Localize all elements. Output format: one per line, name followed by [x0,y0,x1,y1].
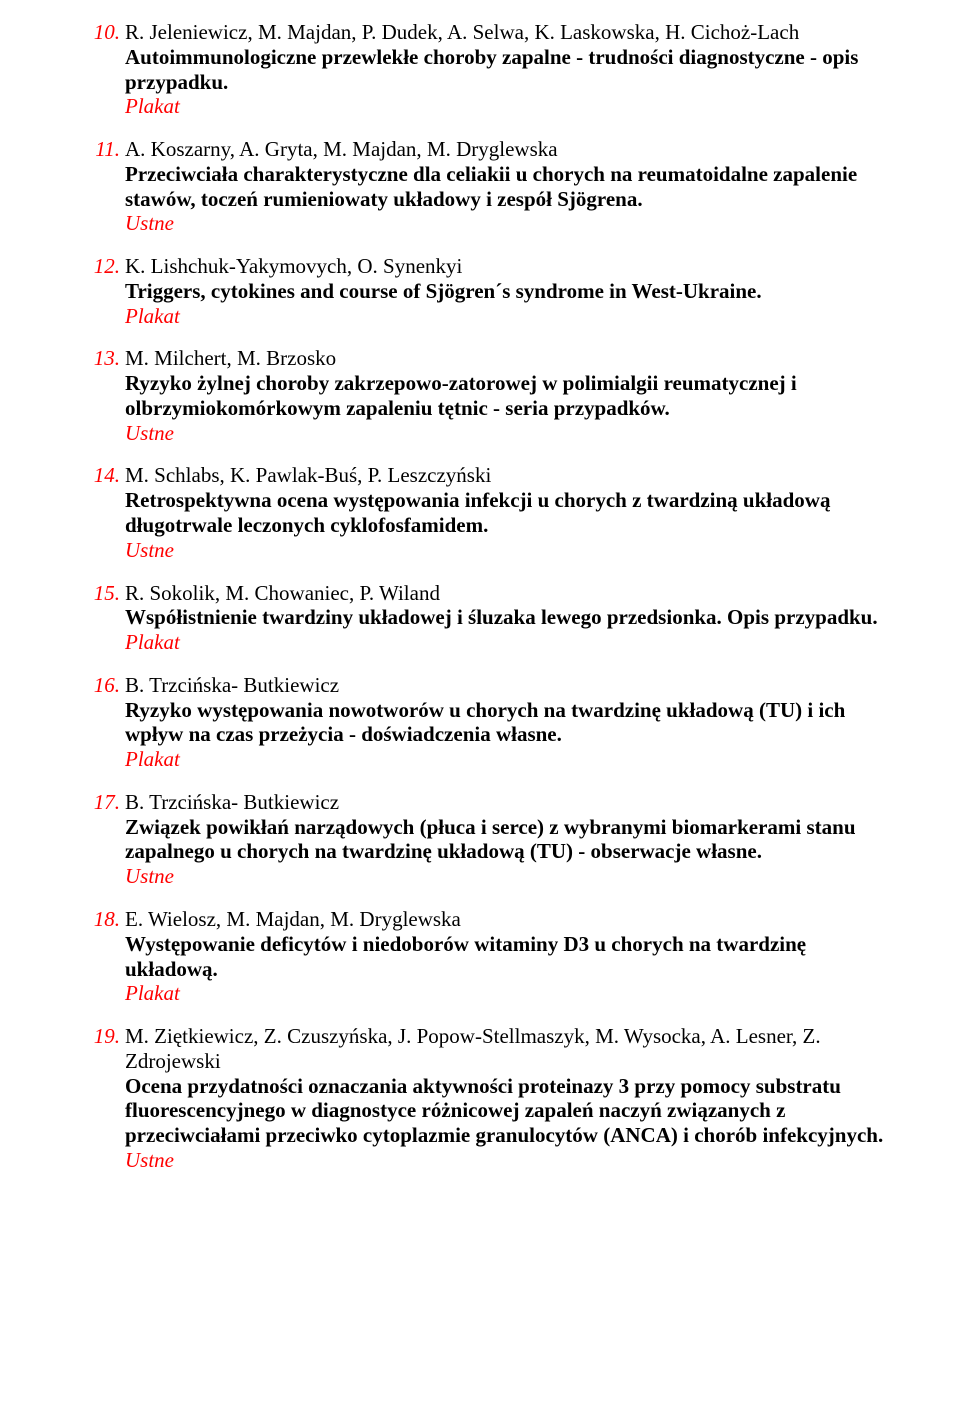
list-item: 13. M. Milchert, M. Brzosko Ryzyko żylne… [95,346,900,445]
entry-title: Ocena przydatności oznaczania aktywności… [125,1074,883,1148]
entry-format: Ustne [125,538,174,562]
entry-authors: R. Jeleniewicz, M. Majdan, P. Dudek, A. … [125,20,799,44]
page: 10. R. Jeleniewicz, M. Majdan, P. Dudek,… [0,0,960,1406]
entry-format: Ustne [125,211,174,235]
entry-authors: M. Milchert, M. Brzosko [125,346,336,370]
entry-format: Plakat [125,747,180,771]
list-item: 10. R. Jeleniewicz, M. Majdan, P. Dudek,… [95,20,900,119]
entry-format: Plakat [125,630,180,654]
entry-format: Plakat [125,304,180,328]
entry-title: Ryzyko żylnej choroby zakrzepowo-zatorow… [125,371,797,420]
entry-format: Ustne [125,1148,174,1172]
entry-authors: R. Sokolik, M. Chowaniec, P. Wiland [125,581,440,605]
list-item: 15. R. Sokolik, M. Chowaniec, P. Wiland … [95,581,900,655]
entry-number: 15. [75,581,120,606]
entry-number: 14. [75,463,120,488]
entry-format: Ustne [125,421,174,445]
entry-authors: B. Trzcińska- Butkiewicz [125,790,339,814]
list-item: 19. M. Ziętkiewicz, Z. Czuszyńska, J. Po… [95,1024,900,1173]
list-item: 12. K. Lishchuk-Yakymovych, O. Synenkyi … [95,254,900,328]
list-item: 14. M. Schlabs, K. Pawlak-Buś, P. Leszcz… [95,463,900,562]
list-item: 11. A. Koszarny, A. Gryta, M. Majdan, M.… [95,137,900,236]
entry-number: 18. [75,907,120,932]
entry-number: 10. [75,20,120,45]
entry-title: Autoimmunologiczne przewlekłe choroby za… [125,45,858,94]
entry-number: 11. [75,137,120,162]
entry-number: 19. [75,1024,120,1049]
entry-format: Plakat [125,981,180,1005]
entry-title: Triggers, cytokines and course of Sjögre… [125,279,762,303]
entry-title: Występowanie deficytów i niedoborów wita… [125,932,806,981]
list-item: 18. E. Wielosz, M. Majdan, M. Dryglewska… [95,907,900,1006]
entry-number: 17. [75,790,120,815]
list-item: 16. B. Trzcińska- Butkiewicz Ryzyko wyst… [95,673,900,772]
entry-format: Plakat [125,94,180,118]
entry-authors: A. Koszarny, A. Gryta, M. Majdan, M. Dry… [125,137,558,161]
entry-title: Związek powikłań narządowych (płuca i se… [125,815,856,864]
entry-authors: B. Trzcińska- Butkiewicz [125,673,339,697]
entry-authors: M. Ziętkiewicz, Z. Czuszyńska, J. Popow-… [125,1024,821,1073]
entry-authors: K. Lishchuk-Yakymovych, O. Synenkyi [125,254,462,278]
entry-number: 13. [75,346,120,371]
entry-number: 16. [75,673,120,698]
entry-authors: E. Wielosz, M. Majdan, M. Dryglewska [125,907,461,931]
entry-authors: M. Schlabs, K. Pawlak-Buś, P. Leszczyńsk… [125,463,491,487]
list-item: 17. B. Trzcińska- Butkiewicz Związek pow… [95,790,900,889]
entry-title: Przeciwciała charakterystyczne dla celia… [125,162,857,211]
entry-title: Współistnienie twardziny układowej i ślu… [125,605,878,629]
entry-title: Retrospektywna ocena występowania infekc… [125,488,830,537]
entry-title: Ryzyko występowania nowotworów u chorych… [125,698,845,747]
entry-number: 12. [75,254,120,279]
entry-format: Ustne [125,864,174,888]
